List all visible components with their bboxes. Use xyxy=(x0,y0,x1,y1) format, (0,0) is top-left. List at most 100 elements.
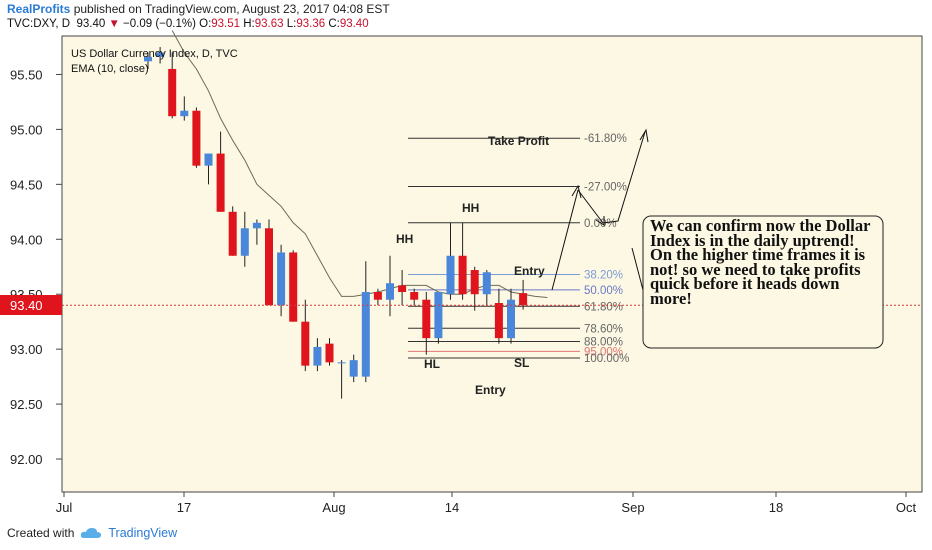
fib-level-label: -61.80% xyxy=(584,133,627,145)
time-tick-label: Aug xyxy=(322,500,345,515)
symbol-name: TVC:DXY, D xyxy=(7,18,71,30)
high-label: H: xyxy=(243,18,255,30)
price-tick-label: 94.00 xyxy=(10,232,43,247)
last-price-badge xyxy=(0,295,62,315)
candle-body[interactable] xyxy=(265,228,273,306)
arrow-head-2 xyxy=(595,216,605,226)
price-tick-label: 95.50 xyxy=(10,67,43,82)
candle-body[interactable] xyxy=(482,272,491,295)
low-label: L: xyxy=(286,18,297,30)
fib-level-label: -27.00% xyxy=(584,182,627,194)
price-tick-label: 95.00 xyxy=(10,122,43,137)
candle-body[interactable] xyxy=(458,255,467,295)
fib-level-label: 38.20% xyxy=(584,269,623,281)
candle-body[interactable] xyxy=(398,285,407,293)
price-tick-label: 93.00 xyxy=(10,342,43,357)
candle-body[interactable] xyxy=(156,52,165,57)
time-axis-ticks: Jul 17 Aug 14 Sep 18 Oct xyxy=(56,492,917,515)
candle-body[interactable] xyxy=(446,255,455,295)
note-pointer xyxy=(631,247,644,291)
fib-level-label: 100.00% xyxy=(584,353,629,365)
sl-label: SL xyxy=(514,356,529,370)
fibonacci-levels[interactable]: -61.80% -27.00% 0.00% 38.20% 50.00% 61.80% 78.… xyxy=(408,133,629,365)
legend-title: US Dollar Currency Index, D, TVC xyxy=(71,48,238,60)
candle-body[interactable] xyxy=(144,56,152,62)
candle-body[interactable] xyxy=(204,153,213,166)
take-profit-label: Take Profit xyxy=(488,134,549,148)
time-tick-label: Sep xyxy=(621,500,644,515)
arrow-down-1 xyxy=(577,189,604,224)
candle-body[interactable] xyxy=(180,110,189,117)
candle-body[interactable] xyxy=(240,228,249,256)
candle-body[interactable] xyxy=(277,252,286,306)
fib-level-label: 95.00% xyxy=(584,346,623,358)
change-value: −0.09 (−0.1%) xyxy=(123,18,196,30)
publish-header: RealProfits published on TradingView.com… xyxy=(7,2,390,16)
note-box[interactable] xyxy=(642,215,884,349)
last-price-badge-text: 93.40 xyxy=(10,298,43,313)
candle-body[interactable] xyxy=(349,360,358,377)
hh-label-1: HH xyxy=(396,232,413,246)
price-axis-area[interactable] xyxy=(0,36,62,492)
projection-arrows[interactable] xyxy=(551,128,649,291)
arrow-up-2 xyxy=(602,131,646,224)
open-label: O: xyxy=(199,18,212,30)
price-tick-label: 92.50 xyxy=(10,397,43,412)
arrow-head-3 xyxy=(639,128,649,143)
fib-level-label: 0.00% xyxy=(584,218,617,230)
tradingview-link[interactable]: TradingView xyxy=(108,526,178,540)
change-arrow-icon: ▼ xyxy=(108,18,120,30)
arrow-up-1 xyxy=(551,189,579,291)
note-text-wrapper: We can confirm now the Dollar Index is i… xyxy=(650,219,871,308)
publish-info: published on TradingView.com, August 23,… xyxy=(73,2,390,16)
candle-body[interactable] xyxy=(325,343,334,363)
footer: Created with TradingView xyxy=(7,526,177,540)
candle-body[interactable] xyxy=(434,292,443,339)
hl-label: HL xyxy=(424,357,440,371)
price-tick-label: 94.50 xyxy=(10,177,43,192)
candle-body[interactable] xyxy=(216,153,225,212)
close-label: C: xyxy=(328,18,340,30)
candle-body[interactable] xyxy=(470,270,479,295)
candle-body[interactable] xyxy=(361,292,370,377)
candle-body[interactable] xyxy=(313,346,322,366)
candle-body[interactable] xyxy=(337,362,346,364)
price-tick-label: 92.00 xyxy=(10,452,43,467)
time-tick-label: 14 xyxy=(445,500,459,515)
fib-level-label: 61.80% xyxy=(584,301,623,313)
low-value: 93.36 xyxy=(296,18,326,30)
author-name[interactable]: RealProfits xyxy=(7,2,71,16)
created-with-label: Created with xyxy=(7,526,75,540)
time-tick-label: 17 xyxy=(177,500,191,515)
candle-body[interactable] xyxy=(252,222,261,229)
candle-body[interactable] xyxy=(410,292,419,300)
entry-label-top: Entry xyxy=(514,264,545,278)
candle-body[interactable] xyxy=(386,283,394,300)
high-value: 93.63 xyxy=(254,18,284,30)
fib-level-label: 78.60% xyxy=(584,323,623,335)
candle-body[interactable] xyxy=(228,211,237,256)
time-tick-label: Jul xyxy=(56,500,73,515)
time-tick-label: 18 xyxy=(769,500,783,515)
candles[interactable] xyxy=(144,46,528,399)
candle-body[interactable] xyxy=(494,303,503,339)
hh-label-2: HH xyxy=(462,201,479,215)
candle-body[interactable] xyxy=(301,321,310,366)
candle-body[interactable] xyxy=(289,252,298,322)
symbol-header: TVC:DXY, D 93.40 ▼ −0.09 (−0.1%) O:93.51… xyxy=(7,18,369,30)
fib-level-label: 50.00% xyxy=(584,285,623,297)
arrow-head-1 xyxy=(571,184,582,199)
time-tick-label: Oct xyxy=(896,500,917,515)
legend-ema: EMA (10, close) xyxy=(71,63,149,75)
candle-body[interactable] xyxy=(422,299,431,339)
note-text: We can confirm now the Dollar Index is i… xyxy=(650,219,871,308)
candle-body[interactable] xyxy=(192,110,201,166)
candle-body[interactable] xyxy=(373,292,382,300)
candle-body[interactable] xyxy=(507,299,515,339)
candle-body[interactable] xyxy=(519,293,528,306)
tradingview-cloud-icon xyxy=(81,528,102,538)
open-value: 93.51 xyxy=(211,18,241,30)
candle-body[interactable] xyxy=(168,68,177,117)
